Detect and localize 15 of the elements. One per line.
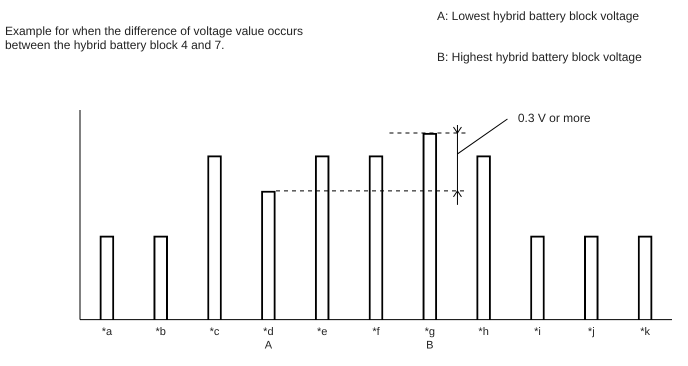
- text: 0.3 V or more: [518, 110, 591, 125]
- text: B: Highest hybrid battery block voltage: [437, 50, 642, 64]
- x-tick-label: *e: [316, 326, 328, 338]
- text: A: Lowest hybrid battery block voltage: [437, 9, 640, 23]
- x-tick-label: *h: [478, 326, 489, 338]
- x-tick-label: *j: [588, 326, 595, 338]
- x-tick-label: *d A: [263, 326, 274, 352]
- x-tick-label: *g B: [424, 326, 436, 352]
- x-tick-label: *f: [372, 326, 381, 338]
- chart-title: Example for when the difference of voltage value occurs between the hybrid battery block 4 and 7.: [5, 24, 304, 52]
- x-tick-label: *i: [534, 326, 541, 338]
- x-tick-label: *b: [156, 326, 166, 338]
- x-tick-label: *k: [640, 326, 650, 338]
- x-tick-label: *a: [102, 326, 113, 338]
- x-tick-label: *c: [210, 326, 220, 338]
